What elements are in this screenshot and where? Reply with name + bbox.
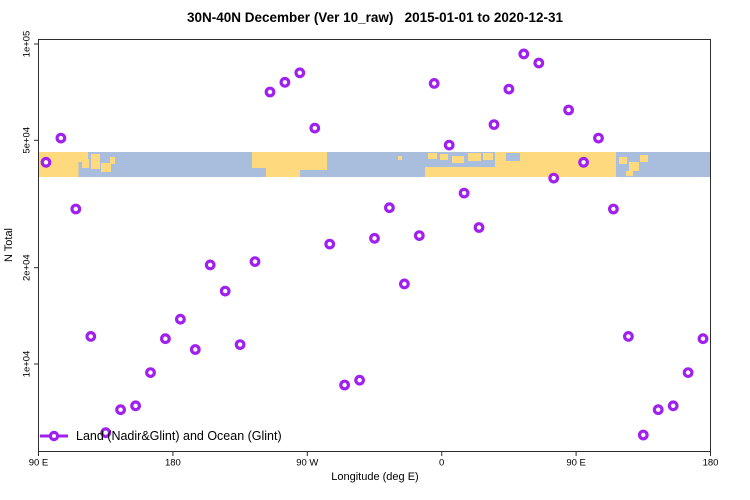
x-tick-label: 90 E <box>566 458 586 469</box>
data-point <box>682 367 694 379</box>
x-tick-label: 0 <box>439 458 444 469</box>
map-band-land-segment <box>619 157 627 164</box>
data-point <box>473 222 485 233</box>
data-point <box>399 278 410 290</box>
chart-title: 30N-40N December (Ver 10_raw) 2015-01-01… <box>187 10 563 25</box>
data-point <box>578 156 589 168</box>
map-band-ocean-patch <box>252 168 266 177</box>
data-point <box>413 230 425 242</box>
data-point <box>219 285 231 297</box>
data-point <box>458 187 470 199</box>
x-tick-label: 180 <box>703 458 719 469</box>
data-point <box>593 132 604 144</box>
map-band-land-segment <box>440 154 448 160</box>
data-point <box>70 203 82 215</box>
data-point <box>174 313 186 325</box>
data-point <box>369 232 380 244</box>
data-point <box>249 256 261 268</box>
data-point <box>503 83 515 95</box>
data-point <box>428 77 440 89</box>
map-band-land-segment <box>82 159 89 168</box>
data-point <box>55 132 67 144</box>
data-point <box>189 344 201 355</box>
x-axis-label: Longitude (deg E) <box>331 471 419 483</box>
y-tick-label: 1e+04 <box>22 351 33 378</box>
data-point <box>130 400 142 412</box>
x-tick-label: 180 <box>165 458 181 469</box>
legend-label: Land (Nadir&Glint) and Ocean (Glint) <box>76 429 282 443</box>
data-point <box>443 139 455 151</box>
data-point <box>488 119 500 130</box>
map-band-land-segment <box>640 155 648 162</box>
data-point <box>697 333 709 345</box>
legend: Land (Nadir&Glint) and Ocean (Glint) <box>39 429 282 443</box>
data-point <box>294 67 306 79</box>
map-band-land-segment <box>452 156 464 163</box>
data-point <box>234 339 246 351</box>
legend-marker-icon <box>40 430 68 442</box>
map-band-land-segment <box>468 153 481 161</box>
y-tick-label: 1e+05 <box>22 31 33 58</box>
data-point <box>667 400 679 412</box>
y-axis-label: N Total <box>3 227 15 263</box>
data-point <box>563 104 574 116</box>
data-point <box>608 203 619 215</box>
map-band-land-segment <box>78 152 88 162</box>
map-band-land-segment <box>398 156 402 160</box>
map-band-land-segment <box>110 157 115 164</box>
data-point <box>85 331 97 342</box>
map-band-ocean-patch <box>300 170 327 177</box>
data-point <box>339 379 351 391</box>
data-point <box>518 48 530 60</box>
map-band-land-segment <box>626 171 633 176</box>
map-band-ocean-patch <box>506 153 520 161</box>
x-tick-label: 90 W <box>296 458 318 469</box>
y-tick-label: 5e+04 <box>22 127 33 154</box>
data-point <box>115 404 126 416</box>
data-point <box>533 57 545 69</box>
data-point <box>324 238 336 250</box>
map-band-land-segment <box>483 153 493 160</box>
map-band-land-segment <box>425 167 503 177</box>
data-point <box>309 122 321 134</box>
map-band-land-segment <box>629 162 639 171</box>
data-point <box>100 427 112 439</box>
data-point <box>548 172 560 184</box>
data-point <box>652 404 664 416</box>
x-tick-label: 90 E <box>29 458 49 469</box>
data-point <box>384 202 395 214</box>
y-tick-label: 2e+04 <box>22 254 33 281</box>
data-point <box>145 367 156 379</box>
map-band-land-segment <box>101 163 111 172</box>
data-point <box>354 374 366 386</box>
plot-border <box>38 39 711 452</box>
data-point <box>279 76 291 88</box>
data-point <box>637 429 649 441</box>
map-band-land-segment <box>91 154 100 169</box>
map-band-land-segment <box>428 153 437 159</box>
data-point <box>264 86 276 98</box>
data-point <box>204 259 216 271</box>
data-point <box>40 156 52 168</box>
data-point <box>159 333 171 345</box>
data-point <box>623 331 634 342</box>
